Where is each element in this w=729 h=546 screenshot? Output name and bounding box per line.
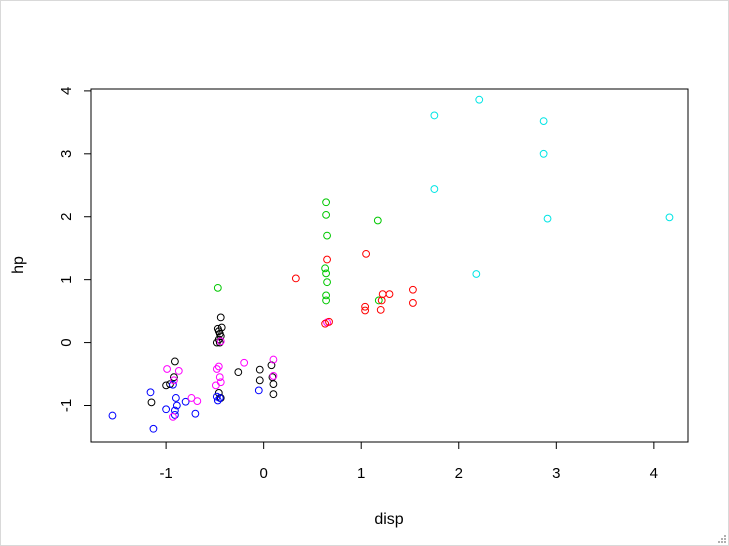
x-tick-label: 1 <box>357 465 365 482</box>
data-point <box>171 394 180 402</box>
data-point <box>385 290 394 299</box>
y-tick-label: 4 <box>58 87 75 95</box>
data-point <box>323 278 331 287</box>
data-point <box>430 111 439 120</box>
data-point <box>539 149 548 158</box>
data-point <box>212 338 221 347</box>
data-point <box>269 380 278 389</box>
data-point <box>170 376 178 385</box>
data-point <box>322 291 330 300</box>
data-point <box>108 411 117 420</box>
data-point <box>291 274 300 283</box>
data-point <box>269 372 278 380</box>
data-point <box>361 302 370 311</box>
data-point <box>323 231 331 240</box>
data-point <box>376 305 385 314</box>
data-point <box>255 365 264 374</box>
y-tick-label: 2 <box>58 213 75 221</box>
data-point <box>430 185 439 193</box>
data-point <box>269 355 278 364</box>
data-point <box>234 368 243 377</box>
y-axis-label: hp <box>10 256 27 274</box>
data-point <box>181 397 190 406</box>
data-point <box>212 365 221 373</box>
data-point <box>361 306 370 315</box>
data-point <box>215 338 224 347</box>
data-point <box>322 269 330 278</box>
data-point <box>174 366 183 375</box>
data-points <box>108 95 674 433</box>
data-point <box>170 411 179 419</box>
data-point <box>170 373 178 382</box>
data-point <box>322 296 330 305</box>
data-point <box>254 386 263 395</box>
y-axis: -1 0 1 2 3 4 <box>58 87 92 412</box>
data-point <box>170 357 179 366</box>
data-point <box>214 389 223 397</box>
data-point <box>325 317 333 326</box>
data-point <box>539 117 548 125</box>
data-point <box>373 216 382 225</box>
x-tick-label: 4 <box>650 465 658 482</box>
data-point <box>211 381 220 390</box>
x-tick-label: 2 <box>455 465 463 482</box>
data-point <box>374 296 383 305</box>
data-point <box>322 198 330 207</box>
data-point <box>409 285 417 294</box>
data-point <box>216 313 225 322</box>
data-point <box>215 394 224 402</box>
data-point <box>216 337 225 346</box>
data-point <box>213 283 222 292</box>
data-point <box>146 388 155 397</box>
data-point <box>162 405 171 414</box>
x-axis: -1 0 1 2 3 4 <box>159 441 658 482</box>
data-point <box>169 412 177 421</box>
x-tick-label: 0 <box>259 465 267 482</box>
data-point <box>216 378 225 387</box>
data-point <box>240 358 249 367</box>
data-point <box>149 424 158 433</box>
data-point <box>214 362 223 371</box>
y-tick-label: 3 <box>58 150 75 158</box>
data-point <box>163 365 171 373</box>
data-point <box>193 397 202 405</box>
data-point <box>665 213 674 222</box>
data-point <box>187 394 196 402</box>
data-point <box>321 264 330 273</box>
data-point <box>162 381 171 390</box>
y-tick-label: 1 <box>58 275 75 283</box>
x-tick-label: -1 <box>159 465 172 482</box>
data-point <box>543 214 552 223</box>
y-tick-label: -1 <box>58 399 75 412</box>
data-point <box>147 398 156 407</box>
data-point <box>322 210 330 219</box>
data-point <box>172 401 181 410</box>
data-point <box>255 376 264 385</box>
data-point <box>267 361 276 370</box>
data-point <box>321 319 330 328</box>
data-point <box>269 390 278 399</box>
plot-box <box>90 88 689 443</box>
y-tick-label: 0 <box>58 338 75 346</box>
data-point <box>191 409 200 418</box>
data-point <box>362 249 370 258</box>
data-point <box>472 270 481 278</box>
data-point <box>323 255 331 264</box>
x-tick-label: 3 <box>552 465 560 482</box>
data-point <box>475 95 484 104</box>
data-point <box>215 373 224 382</box>
data-point <box>169 380 177 389</box>
x-axis-label: disp <box>374 511 403 528</box>
data-point <box>378 290 387 299</box>
data-point <box>213 396 222 405</box>
resize-grip-icon[interactable] <box>718 535 726 543</box>
data-point <box>217 323 226 332</box>
data-point <box>268 373 277 382</box>
data-point <box>409 299 417 307</box>
